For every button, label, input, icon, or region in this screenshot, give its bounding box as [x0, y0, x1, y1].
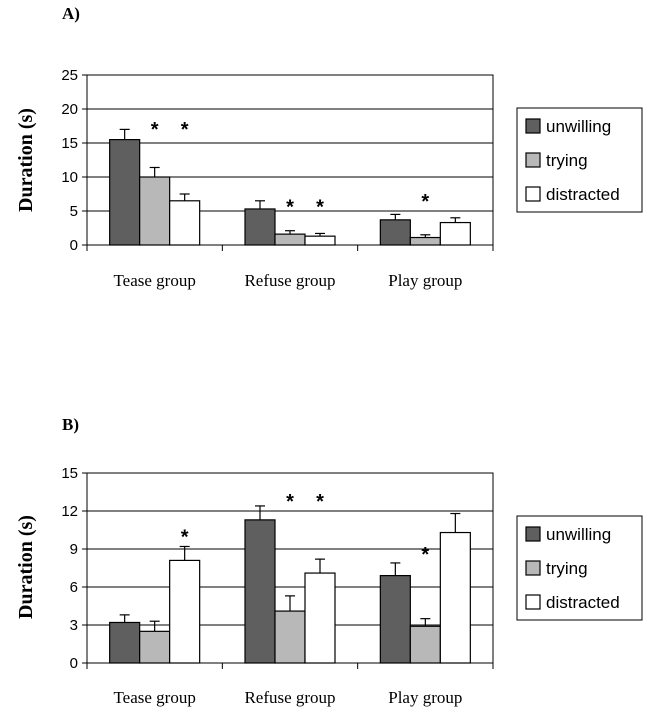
legend-swatch-distracted [525, 594, 541, 610]
chart-panel-b: B) 0 3 6 9 12 15 * * * * Tease group Refuse group Pla… [15, 415, 643, 707]
bar-unwilling [379, 574, 411, 664]
significance-star: * [181, 526, 189, 548]
y-tick-label: 5 [70, 203, 78, 220]
legend-label-distracted: distracted [546, 185, 620, 204]
bar-distracted [304, 235, 336, 246]
category-label: Play group [388, 271, 462, 290]
bar-unwilling [244, 208, 276, 246]
significance-star: * [421, 544, 429, 566]
y-tick-label: 20 [61, 101, 78, 118]
bar-trying [139, 176, 171, 246]
bar-distracted [439, 531, 471, 664]
y-axis-title: Duration (s) [15, 108, 37, 212]
bar-distracted [169, 559, 201, 664]
legend-swatch-unwilling [525, 118, 541, 134]
significance-star: * [151, 119, 159, 141]
bar-unwilling [244, 519, 276, 664]
panel-label: B) [62, 415, 79, 434]
y-tick-label: 0 [70, 237, 78, 254]
legend-label-unwilling: unwilling [546, 525, 611, 544]
bar-trying [274, 610, 306, 664]
category-label: Tease group [113, 271, 195, 290]
significance-star: * [421, 191, 429, 213]
bar-trying [274, 233, 306, 246]
legend: unwilling trying distracted [516, 515, 643, 621]
y-tick-label: 15 [61, 465, 78, 482]
significance-star: * [286, 491, 294, 513]
chart-panel-a: A) 0 5 10 15 20 25 * * * * * Tease group Refuse group… [15, 4, 643, 290]
bar-distracted [169, 200, 201, 246]
bar-trying [409, 236, 441, 246]
legend-swatch-distracted [525, 186, 541, 202]
category-label: Tease group [113, 688, 195, 707]
significance-star: * [286, 196, 294, 218]
y-tick-label: 15 [61, 135, 78, 152]
bar-unwilling [109, 621, 141, 664]
significance-star: * [181, 119, 189, 141]
category-label: Play group [388, 688, 462, 707]
y-tick-label: 6 [70, 579, 78, 596]
bar-trying [139, 630, 171, 664]
significance-star: * [316, 196, 324, 218]
legend-label-trying: trying [546, 559, 588, 578]
y-tick-label: 0 [70, 655, 78, 672]
legend-label-trying: trying [546, 151, 588, 170]
y-tick-label: 10 [61, 169, 78, 186]
bar-trying [409, 625, 441, 664]
y-tick-label: 9 [70, 541, 78, 558]
bar-unwilling [109, 139, 141, 246]
y-tick-label: 3 [70, 617, 78, 634]
y-axis-title: Duration (s) [15, 515, 37, 619]
legend-label-distracted: distracted [546, 593, 620, 612]
y-tick-label: 12 [61, 503, 78, 520]
legend-label-unwilling: unwilling [546, 117, 611, 136]
bar-distracted [304, 572, 336, 664]
bar-distracted [439, 221, 471, 246]
legend-swatch-trying [525, 152, 541, 168]
bar-unwilling [379, 219, 411, 246]
legend-swatch-unwilling [525, 526, 541, 542]
legend: unwilling trying distracted [516, 107, 643, 213]
panel-label: A) [62, 4, 80, 23]
significance-star: * [316, 491, 324, 513]
category-label: Refuse group [244, 271, 335, 290]
legend-swatch-trying [525, 560, 541, 576]
y-tick-label: 25 [61, 67, 78, 84]
category-label: Refuse group [244, 688, 335, 707]
